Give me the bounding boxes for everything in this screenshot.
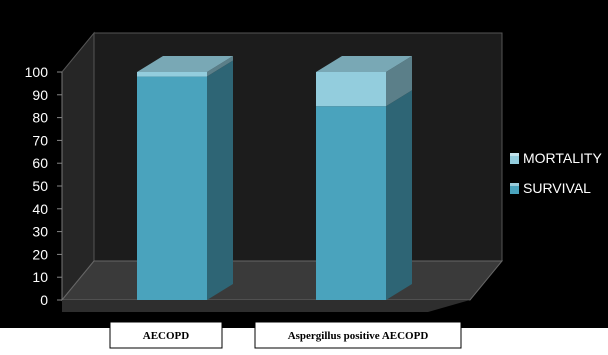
bar-stack (137, 56, 233, 301)
category-label: AECOPD (143, 330, 190, 342)
category-label: Aspergillus positive AECOPD (288, 330, 429, 342)
y-tick-label: 50 (32, 178, 48, 194)
bar-top-face (316, 56, 412, 72)
bar-segment-survival (137, 76, 207, 300)
bar-segment-mortality (316, 72, 386, 107)
y-tick-label: 40 (32, 201, 48, 217)
chart-floor-front (62, 300, 470, 312)
chart-floor (60, 260, 504, 301)
legend-swatch-highlight (510, 153, 519, 156)
category-label-box (109, 321, 223, 349)
legend-label: SURVIVAL (523, 180, 591, 196)
bar-stack (316, 56, 412, 300)
legend-swatch (510, 153, 519, 164)
bar-top-face (137, 56, 233, 72)
bar-side-mortality (386, 56, 412, 107)
bar-side-survival (386, 90, 412, 300)
category-label-box (254, 321, 462, 349)
y-tick-label: 70 (32, 132, 48, 148)
y-tick-label: 60 (32, 155, 48, 171)
legend-swatch (510, 183, 519, 194)
y-tick-label: 100 (25, 64, 49, 80)
x-axis-category-labels: AECOPD Aspergillus positive AECOPD (109, 321, 462, 349)
bar-segment-mortality (137, 72, 207, 77)
y-tick-label: 20 (32, 246, 48, 262)
y-tick-label: 0 (40, 292, 48, 308)
bar-series (137, 56, 412, 301)
bar-side-survival (207, 60, 233, 301)
y-axis: 0 10 20 30 40 50 60 70 80 90 100 (25, 64, 63, 308)
legend-swatch-highlight (510, 183, 519, 186)
y-tick-label: 80 (32, 110, 48, 126)
y-tick-label: 90 (32, 87, 48, 103)
chart-side-wall (61, 31, 95, 302)
bar-side-mortality (207, 56, 233, 77)
y-tick-label: 10 (32, 269, 48, 285)
legend: MORTALITY SURVIVAL (510, 150, 602, 196)
legend-label: MORTALITY (523, 150, 602, 166)
y-tick-label: 30 (32, 224, 48, 240)
bar-segment-survival (316, 106, 386, 300)
